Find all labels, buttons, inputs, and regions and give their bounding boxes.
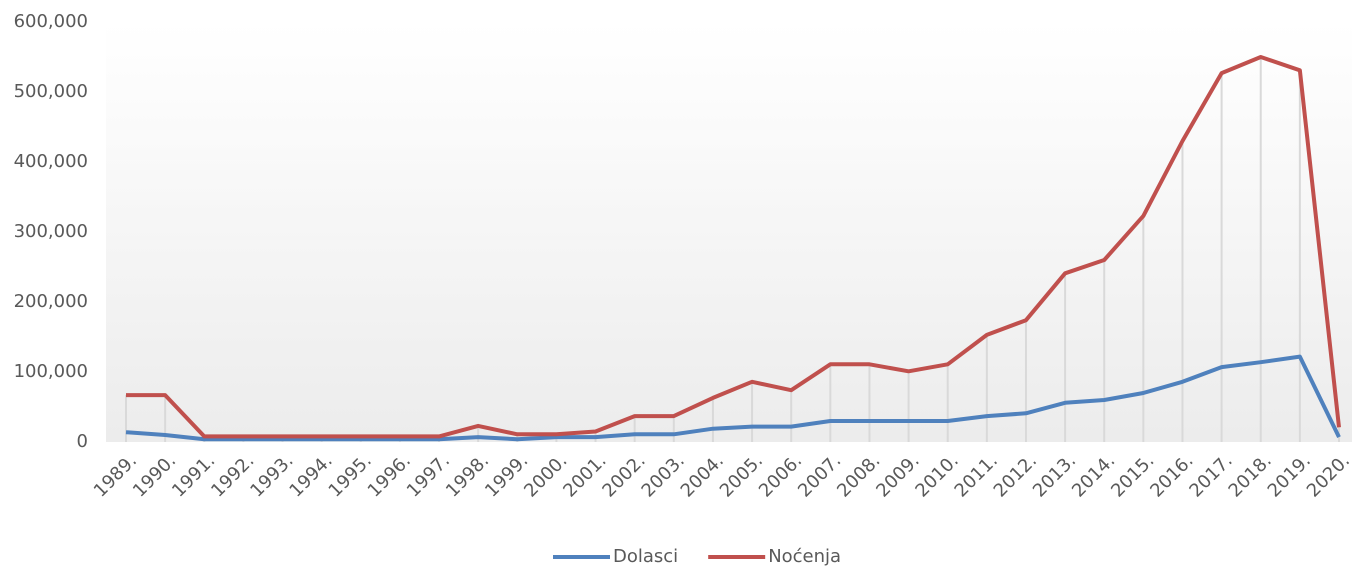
x-tick-label: 1996. bbox=[364, 450, 415, 501]
y-tick-label: 600,000 bbox=[14, 11, 88, 32]
x-tick-label: 1999. bbox=[481, 450, 532, 501]
x-tick-label: 2013. bbox=[1029, 450, 1080, 501]
x-tick-label: 2010. bbox=[911, 450, 962, 501]
x-tick-label: 2001. bbox=[559, 450, 610, 501]
x-tick-label: 1990. bbox=[129, 450, 180, 501]
x-tick-label: 1991. bbox=[168, 450, 219, 501]
x-tick-label: 2019. bbox=[1264, 450, 1315, 501]
x-tick-label: 1993. bbox=[246, 450, 297, 501]
series-line bbox=[125, 354, 1341, 442]
x-tick-label: 2002. bbox=[598, 450, 649, 501]
y-tick-label: 100,000 bbox=[14, 361, 88, 382]
x-tick-label: 1995. bbox=[325, 450, 376, 501]
series-line bbox=[126, 55, 1341, 439]
plot-background bbox=[106, 22, 1352, 442]
x-tick-label: 2020. bbox=[1303, 450, 1352, 501]
x-tick-label: 1997. bbox=[403, 450, 454, 501]
x-tick-label: 2005. bbox=[716, 450, 767, 501]
x-tick-label: 2003. bbox=[638, 450, 689, 501]
y-tick-label: 200,000 bbox=[14, 291, 88, 312]
x-tick-label: 2012. bbox=[990, 450, 1041, 501]
x-tick-label: 2006. bbox=[755, 450, 806, 501]
y-tick-label: 500,000 bbox=[14, 81, 88, 102]
legend-label: Dolasci bbox=[613, 546, 678, 567]
x-tick-label: 2016. bbox=[1146, 450, 1197, 501]
x-tick-label: 2015. bbox=[1107, 450, 1158, 501]
y-tick-label: 400,000 bbox=[14, 151, 88, 172]
x-tick-label: 2018. bbox=[1225, 450, 1276, 501]
legend-label: Noćenja bbox=[768, 546, 841, 567]
x-tick-label: 1994. bbox=[285, 450, 336, 501]
x-tick-label: 2009. bbox=[872, 450, 923, 501]
x-tick-label: 2000. bbox=[520, 450, 571, 501]
x-tick-label: 2017. bbox=[1185, 450, 1236, 501]
y-tick-label: 0 bbox=[77, 431, 88, 452]
x-tick-label: 1998. bbox=[442, 450, 493, 501]
x-tick-label: 2004. bbox=[677, 450, 728, 501]
x-tick-label: 2007. bbox=[794, 450, 845, 501]
y-tick-label: 300,000 bbox=[14, 221, 88, 242]
x-tick-label: 1989. bbox=[90, 450, 141, 501]
x-tick-label: 2008. bbox=[833, 450, 884, 501]
x-tick-label: 2011. bbox=[951, 450, 1002, 501]
x-tick-label: 2014. bbox=[1068, 450, 1119, 501]
x-tick-label: 1992. bbox=[207, 450, 258, 501]
